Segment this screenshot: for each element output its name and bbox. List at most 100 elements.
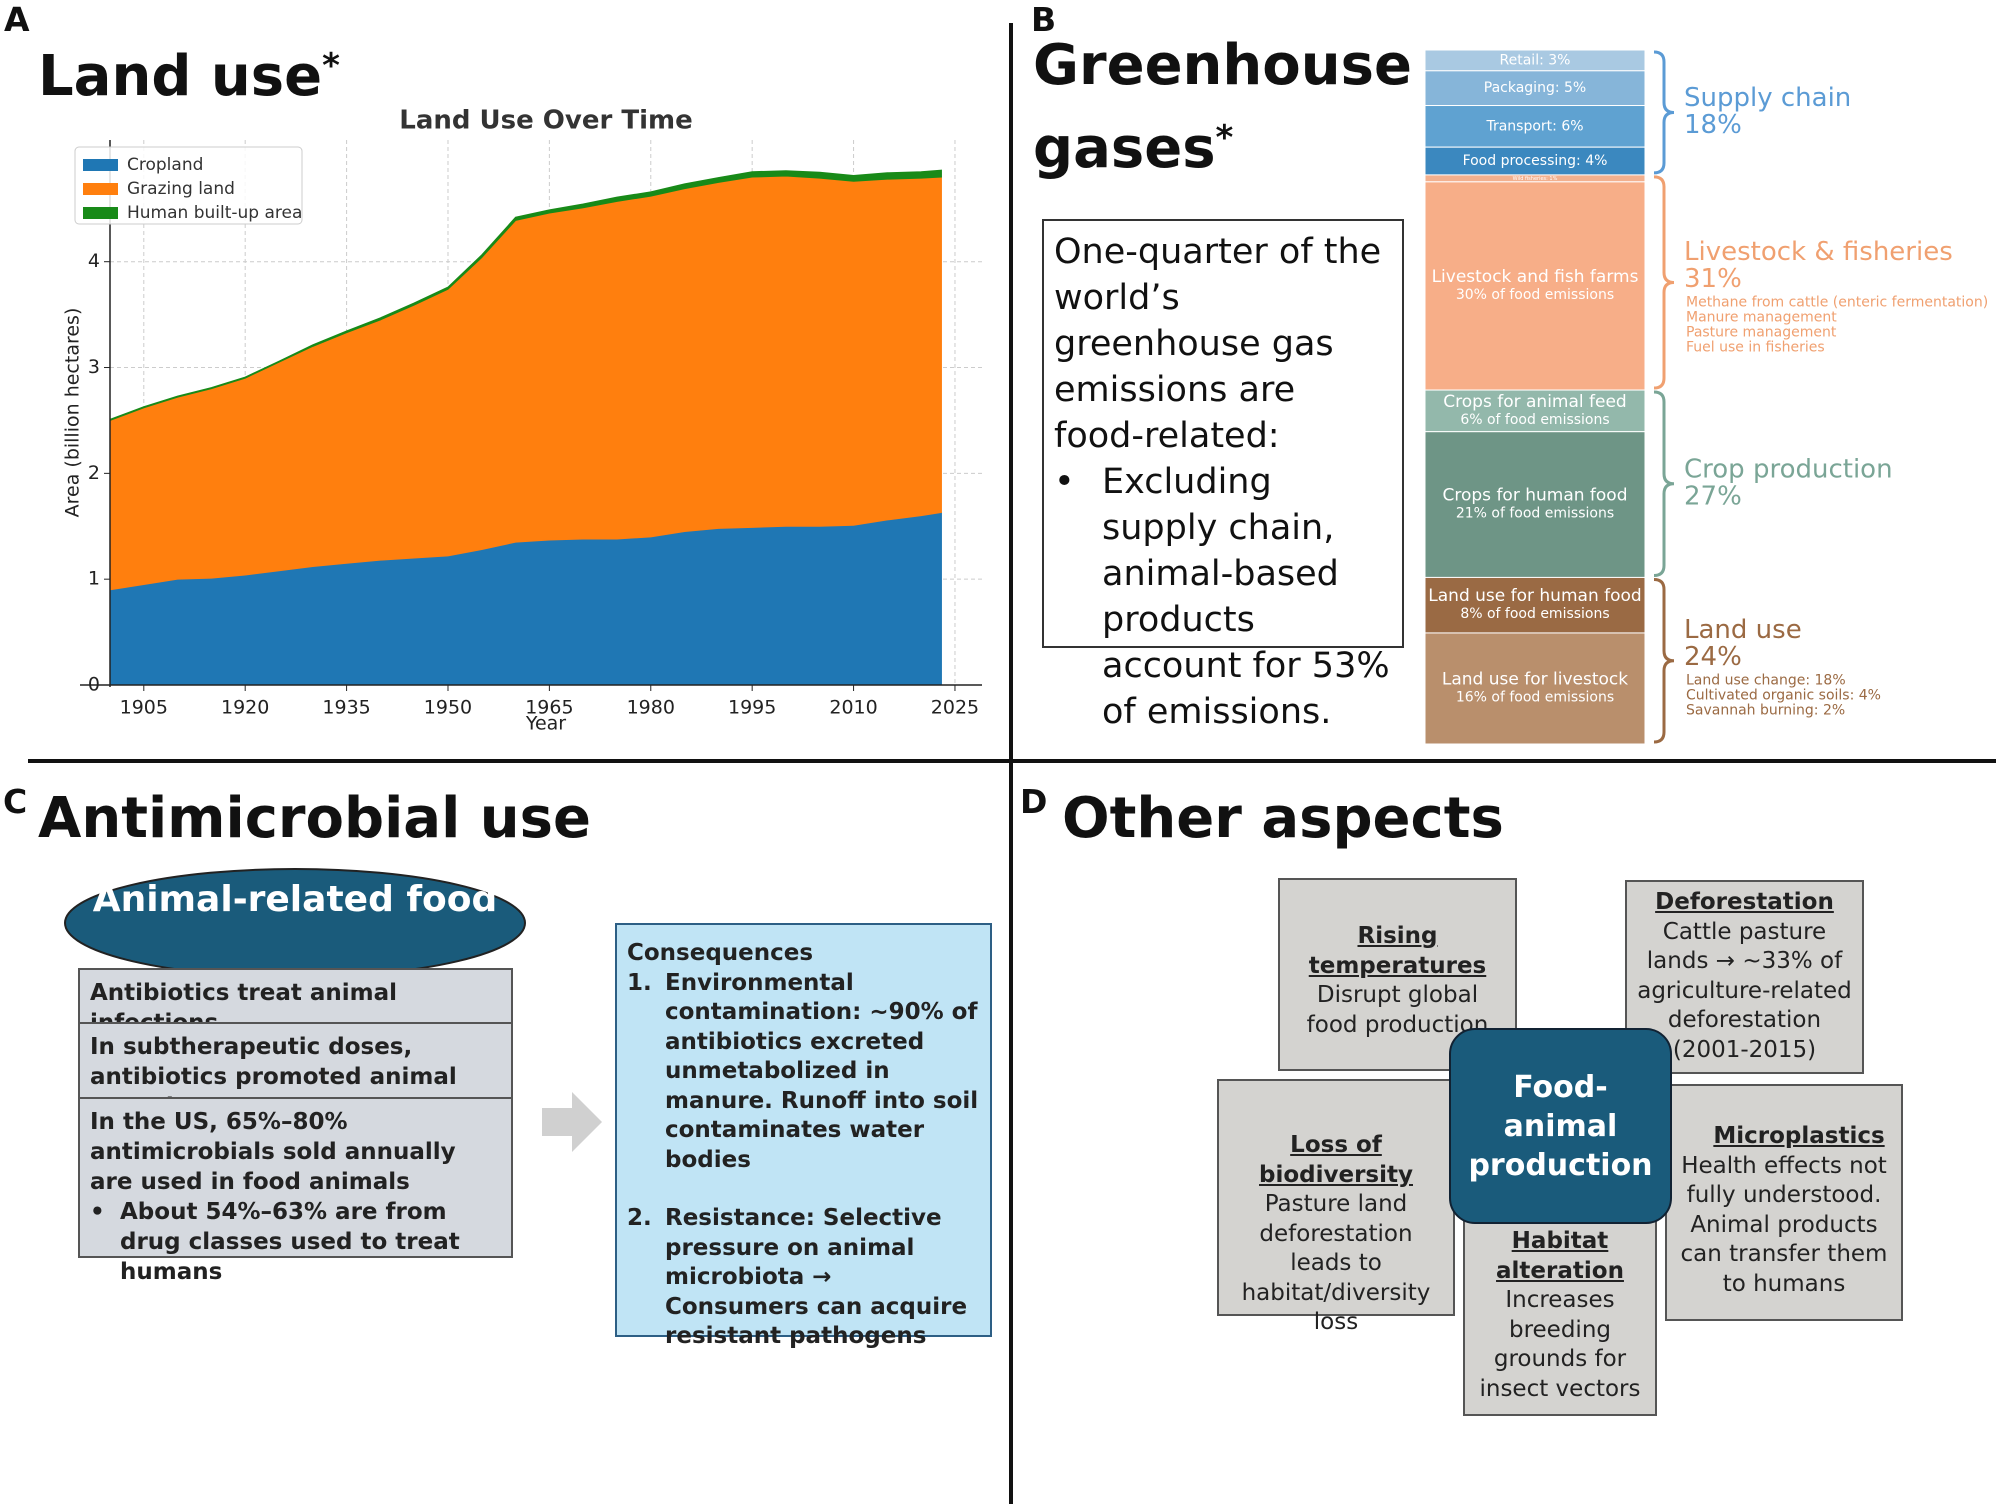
group-note: Methane from cattle (enteric fermentatio…: [1686, 294, 1988, 310]
group-brace: [1653, 50, 1675, 175]
item-text: Environmental contamination: ~90% of ant…: [665, 969, 979, 1173]
segment-value-label: 6% of food emissions: [1460, 412, 1609, 428]
aspect-text: Pasture land deforestation leads to habi…: [1241, 1191, 1431, 1335]
title-text: Land use: [38, 44, 323, 109]
segment-value-label: Retail: 3%: [1500, 52, 1571, 68]
segment-value-label: 16% of food emissions: [1456, 689, 1614, 705]
item-number: 2.: [627, 1205, 652, 1231]
segment-value-label: Packaging: 5%: [1484, 80, 1586, 96]
x-tick-label: 1995: [728, 697, 776, 719]
consequences-box: Consequences 1. Environmental contaminati…: [615, 923, 992, 1349]
x-tick-label: 1905: [120, 697, 168, 719]
legend-label: Grazing land: [127, 179, 235, 199]
aspect-title: Deforestation: [1655, 889, 1834, 915]
heading: Consequences: [627, 940, 814, 966]
bullet: About 54%–63% are from drug classes used…: [90, 1197, 501, 1287]
title-text: Greenhouse gases: [1033, 33, 1412, 181]
segment-value-label: 21% of food emissions: [1456, 506, 1614, 522]
row: Antibiotics treat animal infections: [78, 968, 513, 1036]
aspect-text: Increases breeding grounds for insect ve…: [1479, 1287, 1641, 1402]
segment-label: Crops for animal feed: [1443, 392, 1626, 412]
segment-value-label: 8% of food emissions: [1460, 606, 1609, 622]
x-axis-label: Year: [525, 713, 566, 735]
group-value-label: 31%: [1684, 264, 1742, 294]
aspect-box: Microplastics Health effects not fully un…: [1665, 1084, 1903, 1321]
row: In the US, 65%–80% antimicrobials sold a…: [78, 1097, 513, 1285]
segment-value-label: Transport: 6%: [1485, 118, 1583, 134]
y-axis-label: Area (billion hectares): [62, 308, 84, 518]
group-brace: [1653, 577, 1675, 744]
aspect-box: Deforestation Cattle pasture lands → ~33%…: [1625, 880, 1864, 1074]
aspect-text: Cattle pasture lands → ~33% of agricultu…: [1637, 918, 1852, 1063]
x-tick-label: 1950: [424, 697, 472, 719]
group-brace: [1653, 390, 1675, 577]
group-value-label: 24%: [1684, 642, 1742, 672]
segment-label: Land use for livestock: [1442, 669, 1628, 689]
legend-label: Human built-up area: [127, 203, 302, 223]
bar-segment: [1424, 70, 1646, 107]
title-mark: *: [322, 46, 340, 86]
y-tick-label: 1: [88, 568, 100, 590]
legend-box: [74, 146, 303, 225]
panel-letter: B: [1031, 0, 1057, 39]
aspect-title: Habitat alteration: [1496, 1228, 1624, 1284]
bullets: Excluding supply chain, animal-based pro…: [1054, 459, 1392, 735]
group-value-label: 27%: [1684, 481, 1742, 511]
segment-value-label: Wild fisheries: 1%: [1513, 176, 1558, 182]
group-name: Crop production: [1684, 454, 1893, 484]
group-note: Land use change: 18%: [1686, 673, 1846, 689]
group-name: Livestock & fisheries: [1684, 237, 1953, 267]
row: In subtherapeutic doses, antibiotics pro…: [78, 1022, 513, 1120]
center-box: Food-animal production: [1449, 1028, 1672, 1224]
aspect-title: Loss of biodiversity: [1259, 1132, 1413, 1188]
group-note: Cultivated organic soils: 4%: [1686, 688, 1881, 704]
oval-label: Animal-related food: [92, 879, 498, 920]
legend-swatch: [83, 159, 118, 171]
text-box: One-quarter of the world’s greenhouse ga…: [1042, 219, 1404, 732]
panel-letter: D: [1020, 782, 1048, 821]
group-brace: [1653, 175, 1675, 390]
x-tick-label: 2025: [931, 697, 979, 719]
bar-segment: [1424, 105, 1646, 148]
row-text: In the US, 65%–80% antimicrobials sold a…: [90, 1109, 456, 1195]
bar-segment: [1424, 576, 1646, 634]
panel-title: Antimicrobial use: [38, 786, 591, 851]
x-tick-label: 2010: [829, 697, 877, 719]
group-note: Savannah burning: 2%: [1686, 703, 1845, 719]
aspect-title: Microplastics: [1713, 1123, 1885, 1149]
aspect-text: Disrupt global food production: [1306, 982, 1489, 1038]
bar-segment: [1424, 146, 1646, 176]
group-value-label: 18%: [1684, 110, 1742, 140]
panel-title: Greenhouse gases*: [1033, 30, 1413, 185]
item-text: Resistance: Selective pressure on animal…: [665, 1205, 968, 1349]
x-tick-label: 1965: [525, 697, 573, 719]
bar-segment: [1424, 181, 1646, 391]
bullet: Excluding supply chain, animal-based pro…: [1054, 459, 1392, 735]
legend-label: Cropland: [127, 155, 203, 175]
area: [109, 169, 942, 422]
segment-label: Crops for human food: [1443, 486, 1628, 506]
panel-title: Land use*: [38, 30, 340, 113]
y-tick-label: 4: [88, 250, 100, 272]
group-name: Supply chain: [1684, 83, 1851, 113]
title-mark: *: [1215, 118, 1234, 158]
y-tick-label: 2: [88, 462, 100, 484]
aspect-text: Health effects not fully understood. Ani…: [1680, 1152, 1888, 1297]
x-tick-label: 1920: [221, 697, 269, 719]
x-tick-label: 1935: [322, 697, 370, 719]
segment-label: Livestock and fish farms: [1432, 267, 1639, 287]
legend-swatch: [83, 207, 118, 219]
aspect-box: Habitat alteration Increases breeding gro…: [1463, 1219, 1657, 1416]
text: One-quarter of the world’s greenhouse ga…: [1054, 232, 1382, 456]
segment-label: Land use for human food: [1428, 586, 1641, 606]
aspect-title: Rising temperatures: [1308, 923, 1487, 979]
panel-letter: C: [3, 782, 28, 821]
arrow: [542, 1092, 602, 1152]
y-tick-label: 3: [88, 356, 100, 378]
panel-letter: A: [4, 0, 30, 39]
group-note: Fuel use in fisheries: [1686, 339, 1825, 355]
chart-title: Land Use Over Time: [399, 106, 693, 136]
group-name: Land use: [1684, 615, 1802, 645]
